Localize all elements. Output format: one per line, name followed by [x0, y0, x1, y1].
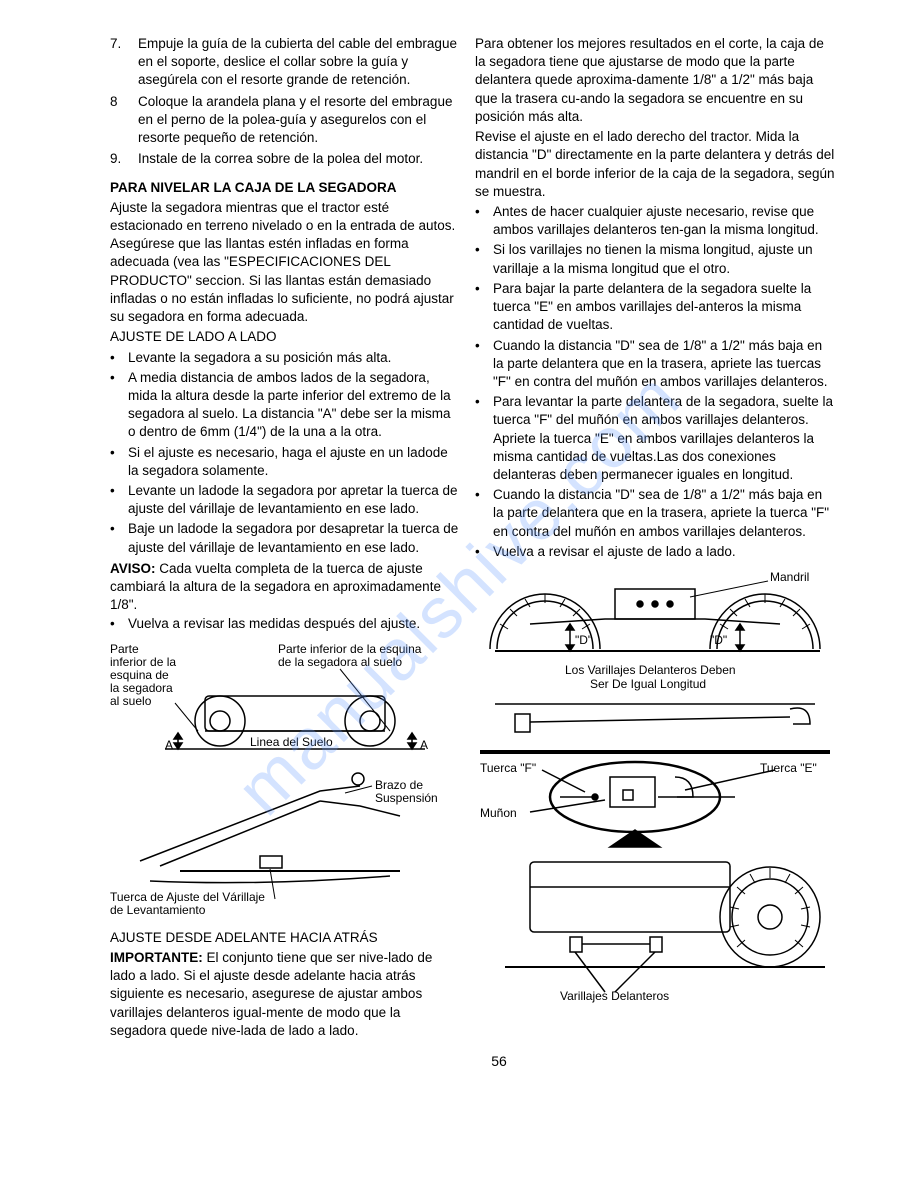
aviso-block: AVISO: Cada vuelta completa de la tuerca…: [110, 560, 460, 615]
bullet-text: Vuelva a revisar el ajuste de lado a lad…: [493, 543, 835, 561]
list-item: •Baje un ladode la segadora por desapret…: [110, 520, 460, 556]
bullet-text: Para bajar la parte delantera de la sega…: [493, 280, 835, 335]
bullet-text: Cuando la distancia "D" sea de 1/8" a 1/…: [493, 337, 835, 392]
list-item: •Antes de hacer cualquier ajuste necesar…: [475, 203, 835, 239]
item-text: Coloque la arandela plana y el resorte d…: [138, 93, 460, 148]
item-number: 8: [110, 93, 138, 148]
list-item: 7. Empuje la guía de la cubierta del cab…: [110, 35, 460, 90]
left-column: 7. Empuje la guía de la cubierta del cab…: [110, 35, 460, 1042]
importante-label: IMPORTANTE:: [110, 950, 203, 965]
figure-front-back-top: Mandril "D" "D" Los Varillajes Delantero…: [475, 569, 835, 734]
fig-tuercaE-label: Tuerca "E": [760, 761, 817, 775]
list-item: •A media distancia de ambos lados de la …: [110, 369, 460, 442]
deck-side-drawing: [490, 589, 820, 651]
figure-svg: Parte inferior de la esquina de la segad…: [110, 641, 460, 921]
fig-mandril-label: Mandril: [770, 570, 809, 584]
fig-D-left: "D": [575, 633, 592, 647]
fig-tuerca-label: Tuerca de Ajuste del Várillaje de Levant…: [110, 890, 268, 917]
subhead-adelante-atras: AJUSTE DESDE ADELANTE HACIA ATRÁS: [110, 929, 460, 947]
linkage-small-drawing: [495, 704, 815, 732]
bullet-text: Si los varillajes no tienen la misma lon…: [493, 241, 835, 277]
list-item: •Vuelva a revisar las medidas después de…: [110, 615, 460, 633]
fig-label: Parte inferior de la esquina de la segad…: [278, 642, 425, 669]
bullet-marker: •: [110, 520, 128, 556]
bullet-text: A media distancia de ambos lados de la s…: [128, 369, 460, 442]
figure-side-adjust: Parte inferior de la esquina de la segad…: [110, 641, 460, 921]
item-number: 9.: [110, 150, 138, 168]
bullet-text: Para levantar la parte delantera de la s…: [493, 393, 835, 484]
fig-tuercaF-label: Tuerca "F": [480, 761, 536, 775]
aviso-label: AVISO:: [110, 561, 156, 576]
numbered-list: 7. Empuje la guía de la cubierta del cab…: [110, 35, 460, 169]
item-number: 7.: [110, 35, 138, 90]
bullet-marker: •: [475, 241, 493, 277]
bullets-after-aviso: •Vuelva a revisar las medidas después de…: [110, 615, 460, 633]
list-item: •Si el ajuste es necesario, haga el ajus…: [110, 444, 460, 480]
bullet-text: Antes de hacer cualquier ajuste necesari…: [493, 203, 835, 239]
list-item: •Cuando la distancia "D" sea de 1/8" a 1…: [475, 337, 835, 392]
bullet-marker: •: [475, 393, 493, 484]
bullet-marker: •: [475, 486, 493, 541]
right-column: Para obtener los mejores resultados en e…: [475, 35, 835, 1042]
right-para1: Para obtener los mejores resultados en e…: [475, 35, 835, 126]
bullet-marker: •: [110, 369, 128, 442]
bullet-marker: •: [475, 543, 493, 561]
right-bullets: •Antes de hacer cualquier ajuste necesar…: [475, 203, 835, 561]
bullet-marker: •: [110, 444, 128, 480]
fig-A-left: A: [165, 738, 173, 752]
list-item: •Cuando la distancia "D" sea de 1/8" a 1…: [475, 486, 835, 541]
fig-munon-label: Muñon: [480, 806, 517, 820]
fig-A-right: A: [420, 738, 428, 752]
bullet-marker: •: [110, 482, 128, 518]
bullet-marker: •: [475, 337, 493, 392]
bullet-marker: •: [110, 349, 128, 367]
list-item: 9. Instale de la correa sobre de la pole…: [110, 150, 460, 168]
bullets-lado: •Levante la segadora a su posición más a…: [110, 349, 460, 557]
list-item: 8 Coloque la arandela plana y el resorte…: [110, 93, 460, 148]
aviso-text: Cada vuelta completa de la tuerca de aju…: [110, 561, 441, 612]
list-item: •Vuelva a revisar el ajuste de lado a la…: [475, 543, 835, 561]
fig-ground-label: Linea del Suelo: [250, 735, 333, 749]
list-item: •Para levantar la parte delantera de la …: [475, 393, 835, 484]
importante-block: IMPORTANTE: El conjunto tiene que ser ni…: [110, 949, 460, 1040]
bullet-marker: •: [475, 280, 493, 335]
item-text: Instale de la correa sobre de la polea d…: [138, 150, 460, 168]
bullet-text: Vuelva a revisar las medidas después del…: [128, 615, 460, 633]
fig-caption: Los Varillajes Delanteros Deben Ser De I…: [565, 663, 739, 691]
bullet-marker: •: [475, 203, 493, 239]
figure-svg: Mandril "D" "D" Los Varillajes Delantero…: [475, 569, 835, 734]
list-item: •Levante un ladode la segadora por apret…: [110, 482, 460, 518]
fig-varillajes-label: Varillajes Delanteros: [560, 989, 669, 1003]
right-para2: Revise el ajuste en el lado derecho del …: [475, 128, 835, 201]
fig-D-right: "D": [710, 633, 727, 647]
bullet-text: Levante un ladode la segadora por apreta…: [128, 482, 460, 518]
list-item: •Levante la segadora a su posición más a…: [110, 349, 460, 367]
bullet-text: Cuando la distancia "D" sea de 1/8" a 1/…: [493, 486, 835, 541]
subhead-lado: AJUSTE DE LADO A LADO: [110, 328, 460, 346]
bullet-text: Levante la segadora a su posición más al…: [128, 349, 460, 367]
linkage-detail-drawing: [480, 752, 830, 992]
figure-svg: Tuerca "F" Tuerca "E" Muñon Varillajes D…: [475, 742, 835, 1007]
item-text: Empuje la guía de la cubierta del cable …: [138, 35, 460, 90]
bullet-marker: •: [110, 615, 128, 633]
bullet-text: Baje un ladode la segadora por desapreta…: [128, 520, 460, 556]
list-item: •Para bajar la parte delantera de la seg…: [475, 280, 835, 335]
heading-nivelar: PARA NIVELAR LA CAJA DE LA SEGADORA: [110, 179, 460, 197]
list-item: •Si los varillajes no tienen la misma lo…: [475, 241, 835, 277]
bullet-text: Si el ajuste es necesario, haga el ajust…: [128, 444, 460, 480]
fig-label: Parte inferior de la esquina de la segad…: [110, 642, 179, 708]
page-number: 56: [110, 1052, 888, 1071]
suspension-drawing: [140, 773, 400, 883]
fig-brazo-label: Brazo de Suspensión: [375, 778, 438, 805]
para-ajuste: Ajuste la segadora mientras que el tract…: [110, 199, 460, 327]
page-body: 7. Empuje la guía de la cubierta del cab…: [0, 0, 918, 1091]
figure-front-back-bottom: Tuerca "F" Tuerca "E" Muñon Varillajes D…: [475, 742, 835, 1007]
